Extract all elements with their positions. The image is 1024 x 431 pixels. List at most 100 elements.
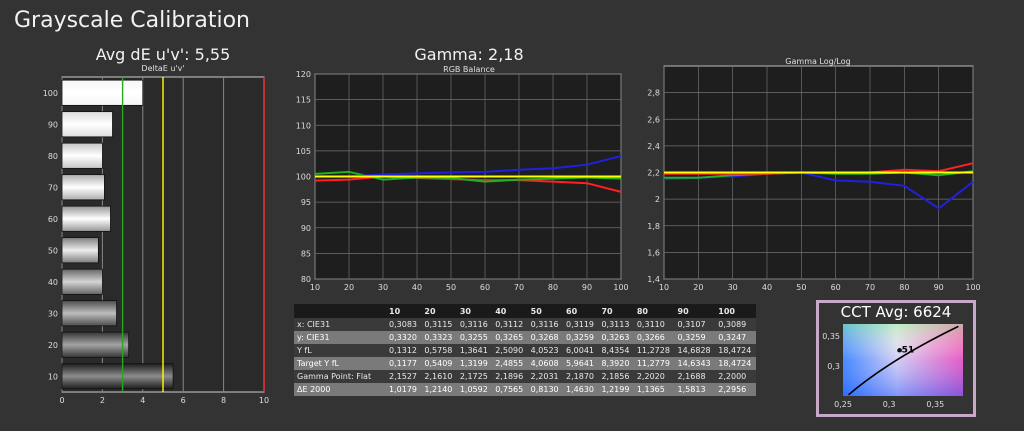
table-cell: 1,4630 [563,383,599,396]
svg-rgb-xtick-label: 90 [582,283,592,292]
deltae-xtick-label: 10 [259,396,269,405]
deltae-ytick-label: 80 [48,152,58,161]
table-header-cell: 90 [674,304,716,318]
svg-rgb-ytick-label: 90 [301,224,311,233]
table-cell: 0,3259 [674,331,716,344]
table-cell: 0,8130 [527,383,564,396]
svg-gamma-ytick-label: 1,8 [647,222,660,231]
svg-rgb-xtick-label: 20 [344,283,354,292]
svg-rgb-ytick-label: 115 [296,96,311,105]
table-header-cell: 60 [563,304,599,318]
table-row-label: x: CIE31 [294,318,386,331]
deltae-ytick-label: 40 [48,278,58,287]
table-header-cell [294,304,386,318]
cct-planckian-curve [848,325,959,396]
table-cell: 1,5813 [674,383,716,396]
table-cell: 2,1896 [492,370,528,383]
cct-measurement-point [897,348,902,352]
deltae-ytick-label: 50 [48,246,58,255]
table-cell: 14,6828 [674,344,716,357]
table-cell: 2,2956 [715,383,756,396]
svg-rgb-ytick-label: 110 [296,121,311,130]
svg-gamma-ytick-label: 2,2 [647,169,660,178]
table-row: y: CIE31 0,3320 0,3323 0,3255 0,3265 0,3268 0,… [294,331,756,344]
table-cell: 0,3320 [386,331,422,344]
deltae-ytick-label: 60 [48,215,58,224]
svg-rgb-ytick-label: 105 [296,147,311,156]
svg-rgb-xtick-label: 40 [412,283,422,292]
table-cell: 2,1688 [674,370,716,383]
deltae-bar-chart: 0 2 4 6 8 10 10 20 30 40 50 60 70 80 90 100 [43,76,269,405]
svg-gamma-xtick-label: 80 [899,283,909,292]
table-cell: 0,3268 [527,331,564,344]
deltae-subtitle: DeltaE u'v' [141,64,185,73]
svg-rgb-xtick-label: 100 [613,283,628,292]
deltae-xtick-label: 4 [140,396,145,405]
table-row-label: y: CIE31 [294,331,386,344]
cct-ytick-label: 0,3 [827,362,840,371]
table-cell: 6,0041 [563,344,599,357]
svg-gamma-xtick-label: 90 [934,283,944,292]
svg-rgb-xtick-label: 60 [480,283,490,292]
table-cell: 18,4724 [715,357,756,370]
table-cell: 2,2031 [527,370,564,383]
page-title: Grayscale Calibration [14,8,250,33]
calibration-table: 10 20 30 40 50 60 70 80 90 100 x: CIE31 0,3083 0,311… [294,304,756,396]
table-cell: 0,3323 [421,331,457,344]
table-header-cell: 70 [598,304,634,318]
deltae-bar [61,142,103,169]
table-header-cell: 80 [633,304,675,318]
svg-gamma-xtick-label: 10 [659,283,669,292]
deltae-xtick-label: 8 [221,396,226,405]
deltae-ytick-label: 10 [48,372,58,381]
rgb-balance-chart: 80 85 90 95 100 105 110 115 120 10 20 30 40 50 60 70 80 9… [296,70,629,292]
svg-gamma-ytick-label: 2,6 [647,115,660,124]
deltae-bar [61,331,130,358]
table-cell: 2,1610 [421,370,457,383]
gamma-loglog-chart: 1,4 1,6 1,8 2 2,2 2,4 2,6 2,8 10 20 30 40 50 60 70 80 90… [647,65,981,292]
table-cell: 0,3263 [598,331,634,344]
cct-xtick-label: 0,3 [883,400,896,409]
table-cell: 0,3107 [674,318,716,331]
cct-title: CCT Avg: 6624 [840,303,952,321]
table-row: Gamma Point: Flat 2,1527 2,1610 2,1725 2,189… [294,370,756,383]
table-cell: 0,3110 [633,318,675,331]
rgb-subtitle: RGB Balance [443,65,495,74]
table-cell: 0,3119 [563,318,599,331]
rgb-title: Gamma: 2,18 [414,45,524,64]
gamma-subtitle: Gamma Log/Log [785,57,851,66]
svg-gamma-ytick-label: 1,4 [647,275,660,284]
svg-rgb-ytick-label: 95 [301,198,311,207]
deltae-bar [61,205,111,232]
svg-rgb-ytick-label: 85 [301,249,311,258]
table-cell: 2,1725 [456,370,493,383]
deltae-xtick-label: 6 [181,396,186,405]
table-row-label: Gamma Point: Flat [294,370,386,383]
table-cell: 0,3266 [633,331,675,344]
svg-gamma-xtick-label: 100 [965,283,980,292]
table-cell: 4,0608 [527,357,564,370]
deltae-bar [61,79,144,106]
table-row: ΔE 2000 1,0179 1,2140 1,0592 0,7565 0,8130 1,4… [294,383,756,396]
table-header-cell: 30 [456,304,493,318]
deltae-ytick-label: 90 [48,120,58,129]
table-cell: 0,3083 [386,318,422,331]
table-cell: 0,1177 [386,357,422,370]
deltae-bar [61,174,105,201]
table-cell: 1,3199 [456,357,493,370]
table-cell: 2,2000 [715,370,756,383]
table-cell: 2,4855 [492,357,528,370]
deltae-xtick-label: 0 [59,396,64,405]
table-row: Target Y fL 0,1177 0,5409 1,3199 2,4855 4,060… [294,357,756,370]
table-cell: 1,2140 [421,383,457,396]
table-cell: 1,1365 [633,383,675,396]
table-cell: 5,9641 [563,357,599,370]
table-header-cell: 100 [715,304,756,318]
svg-gamma-xtick-label: 30 [728,283,738,292]
table-cell: 0,3255 [456,331,493,344]
table-header-cell: 50 [527,304,564,318]
table-cell: 0,3116 [456,318,493,331]
table-row-label: Target Y fL [294,357,386,370]
table-header-cell: 10 [386,304,422,318]
table-cell: 8,3920 [598,357,634,370]
